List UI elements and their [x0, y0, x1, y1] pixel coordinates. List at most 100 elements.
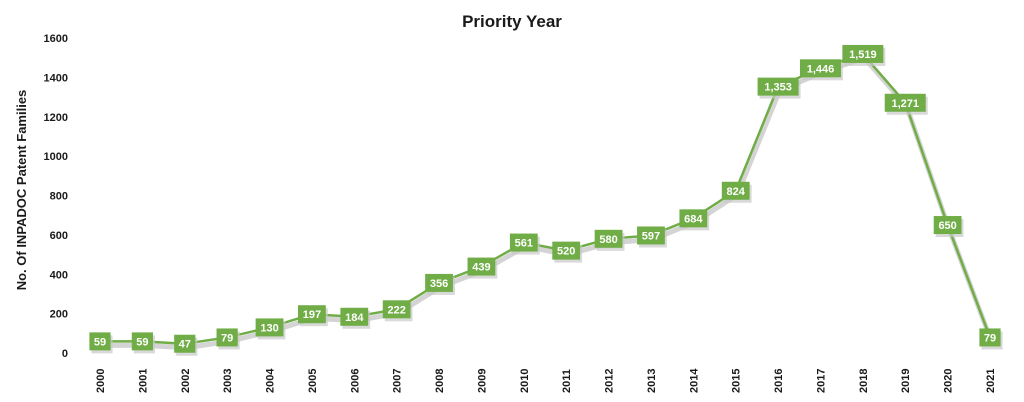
data-label-box: [174, 334, 196, 353]
x-tick-label: 2021: [985, 369, 997, 393]
x-tick-label: 2018: [858, 369, 870, 393]
data-label-box: [255, 318, 284, 337]
data-labels-group: 59 59 47 79 130 197 184 222 356 439 561 520 580 597 68…: [89, 44, 1003, 356]
data-label: 684: [684, 213, 703, 225]
data-label-box: [842, 44, 884, 63]
series-shadow: [99, 55, 994, 351]
x-tick-label: 2009: [476, 369, 488, 393]
data-label-box: [637, 226, 665, 245]
data-label: 1,519: [849, 49, 877, 61]
x-tick-label: 2013: [646, 369, 658, 393]
x-tick-label: 2019: [900, 369, 912, 393]
data-label-box: [679, 209, 708, 228]
x-tick-label: 2004: [265, 368, 277, 393]
data-point: 520: [552, 241, 583, 263]
data-point: 130: [255, 318, 286, 340]
series-line-group: [98, 52, 994, 351]
data-point: 79: [979, 328, 1003, 350]
data-label-box: [298, 305, 326, 324]
x-tick-label: 2011: [561, 369, 573, 393]
data-label-box: [340, 307, 369, 326]
data-label: 79: [221, 332, 233, 344]
data-label-box: [757, 77, 799, 96]
data-label: 824: [727, 186, 746, 198]
data-point: 184: [340, 307, 371, 329]
series-line: [98, 52, 992, 345]
x-tick-label: 2001: [137, 369, 149, 393]
chart-title: Priority Year: [462, 12, 562, 31]
y-tick-label: 600: [50, 230, 68, 242]
data-label: 597: [642, 230, 660, 242]
x-tick-label: 2007: [392, 369, 404, 393]
x-tick-label: 2010: [519, 369, 531, 393]
data-label-box: [467, 257, 496, 276]
data-point: 684: [679, 209, 710, 231]
data-label-box: [216, 328, 238, 347]
y-tick-label: 800: [50, 191, 68, 203]
data-label-box: [933, 216, 962, 235]
x-tick-label: 2006: [349, 369, 361, 393]
data-label: 1,271: [891, 98, 919, 110]
data-label-box: [721, 181, 750, 200]
x-tick-label: 2005: [307, 369, 319, 393]
data-point: 197: [298, 305, 328, 327]
data-label-box: [799, 59, 841, 78]
y-tick-label: 1600: [44, 33, 68, 45]
y-tick-label: 1000: [44, 151, 68, 163]
data-point: 47: [174, 334, 198, 356]
x-tick-label: 2016: [773, 369, 785, 393]
data-point: 650: [933, 216, 964, 238]
data-label: 222: [387, 304, 405, 316]
data-point: 1,271: [884, 93, 928, 115]
data-point: 222: [382, 300, 413, 322]
data-point: 59: [89, 332, 113, 354]
data-point: 580: [594, 229, 625, 251]
y-tick-label: 400: [50, 269, 68, 281]
data-label: 356: [430, 278, 448, 290]
data-label: 650: [938, 220, 956, 232]
x-axis-ticks: 2000 2001 2002 2003 2004 2005 2006 2007 2008 2009…: [95, 368, 997, 393]
data-point: 1,519: [842, 44, 886, 66]
x-tick-label: 2020: [943, 369, 955, 393]
data-label: 79: [984, 332, 996, 344]
y-tick-label: 0: [62, 348, 68, 360]
data-label-box: [131, 332, 153, 351]
x-tick-label: 2000: [95, 369, 107, 393]
data-point: 59: [131, 332, 155, 354]
x-tick-label: 2015: [731, 369, 743, 393]
y-axis-label: No. Of INPADOC Patent Families: [14, 90, 29, 291]
data-point: 79: [216, 328, 240, 350]
data-label: 520: [557, 246, 575, 258]
data-point: 356: [425, 273, 455, 295]
data-label: 1,446: [807, 63, 835, 75]
data-label: 184: [345, 312, 364, 324]
x-tick-label: 2014: [688, 368, 700, 393]
data-point: 561: [509, 233, 540, 255]
y-tick-label: 200: [50, 309, 68, 321]
data-label: 561: [515, 238, 533, 250]
data-label-box: [425, 273, 453, 292]
data-label-box: [552, 241, 581, 260]
x-tick-label: 2008: [434, 369, 446, 393]
data-label: 439: [472, 262, 490, 274]
data-label: 1,353: [764, 82, 792, 94]
x-tick-label: 2017: [815, 369, 827, 393]
x-tick-label: 2002: [180, 369, 192, 393]
data-point: 1,446: [799, 59, 843, 81]
data-point: 1,353: [757, 77, 801, 99]
x-tick-label: 2003: [222, 369, 234, 393]
data-label-box: [594, 229, 623, 248]
data-label: 197: [303, 309, 321, 321]
data-label-box: [509, 233, 538, 252]
data-point: 824: [721, 181, 752, 203]
y-tick-label: 1400: [44, 72, 68, 84]
data-point: 439: [467, 257, 498, 279]
y-axis-ticks: 0 200 400 600 800 1000 1200 1400 1600: [44, 33, 68, 360]
y-tick-label: 1200: [44, 112, 68, 124]
data-point: 597: [637, 226, 667, 248]
data-label: 47: [179, 339, 191, 351]
data-label: 130: [260, 322, 278, 334]
data-label: 59: [94, 336, 106, 348]
